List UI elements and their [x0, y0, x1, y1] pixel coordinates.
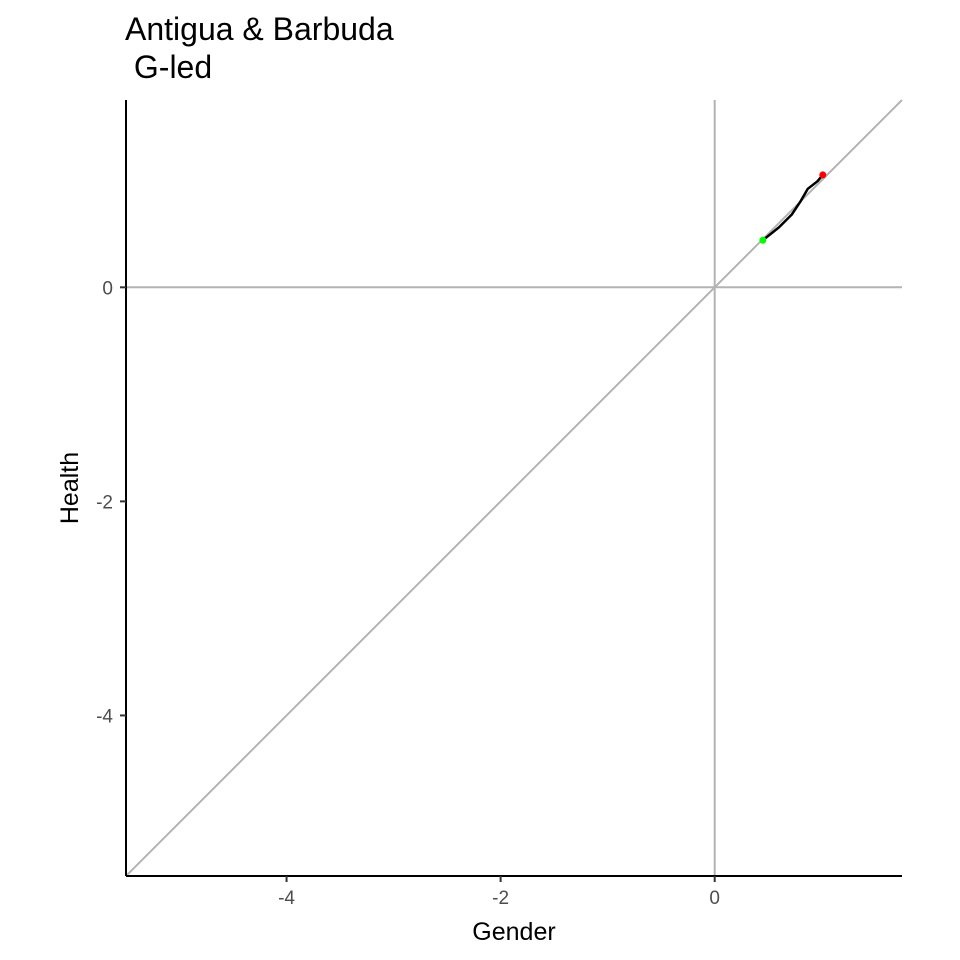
chart-title-line-1: Antigua & Barbuda [125, 11, 394, 47]
start-point [759, 236, 767, 244]
series-point-1 [778, 227, 779, 228]
reference-lines [125, 99, 903, 877]
y-axis-title: Health [56, 452, 84, 524]
y-tick-label: -2 [96, 492, 113, 513]
reference-line-diagonal [125, 99, 903, 877]
ticks: -4 -2 0 0 -2 -4 [96, 278, 720, 909]
x-axis-title: Gender [472, 918, 555, 946]
x-tick-label: -2 [492, 888, 509, 909]
chart-title: Antigua & Barbuda G-led [125, 11, 394, 85]
y-tick-label: -4 [96, 706, 113, 727]
y-tick-label: 0 [102, 278, 113, 299]
chart-title-line-2: G-led [125, 49, 212, 85]
series-line [761, 173, 825, 242]
series-point-3 [800, 201, 801, 202]
end-point [819, 171, 827, 179]
axes [125, 100, 902, 877]
x-tick-label: 0 [709, 888, 720, 909]
series-layer [759, 171, 827, 244]
series-point-4 [807, 188, 808, 189]
series-point-5 [817, 181, 818, 182]
x-tick-label: -4 [278, 888, 295, 909]
series-point-2 [791, 214, 792, 215]
